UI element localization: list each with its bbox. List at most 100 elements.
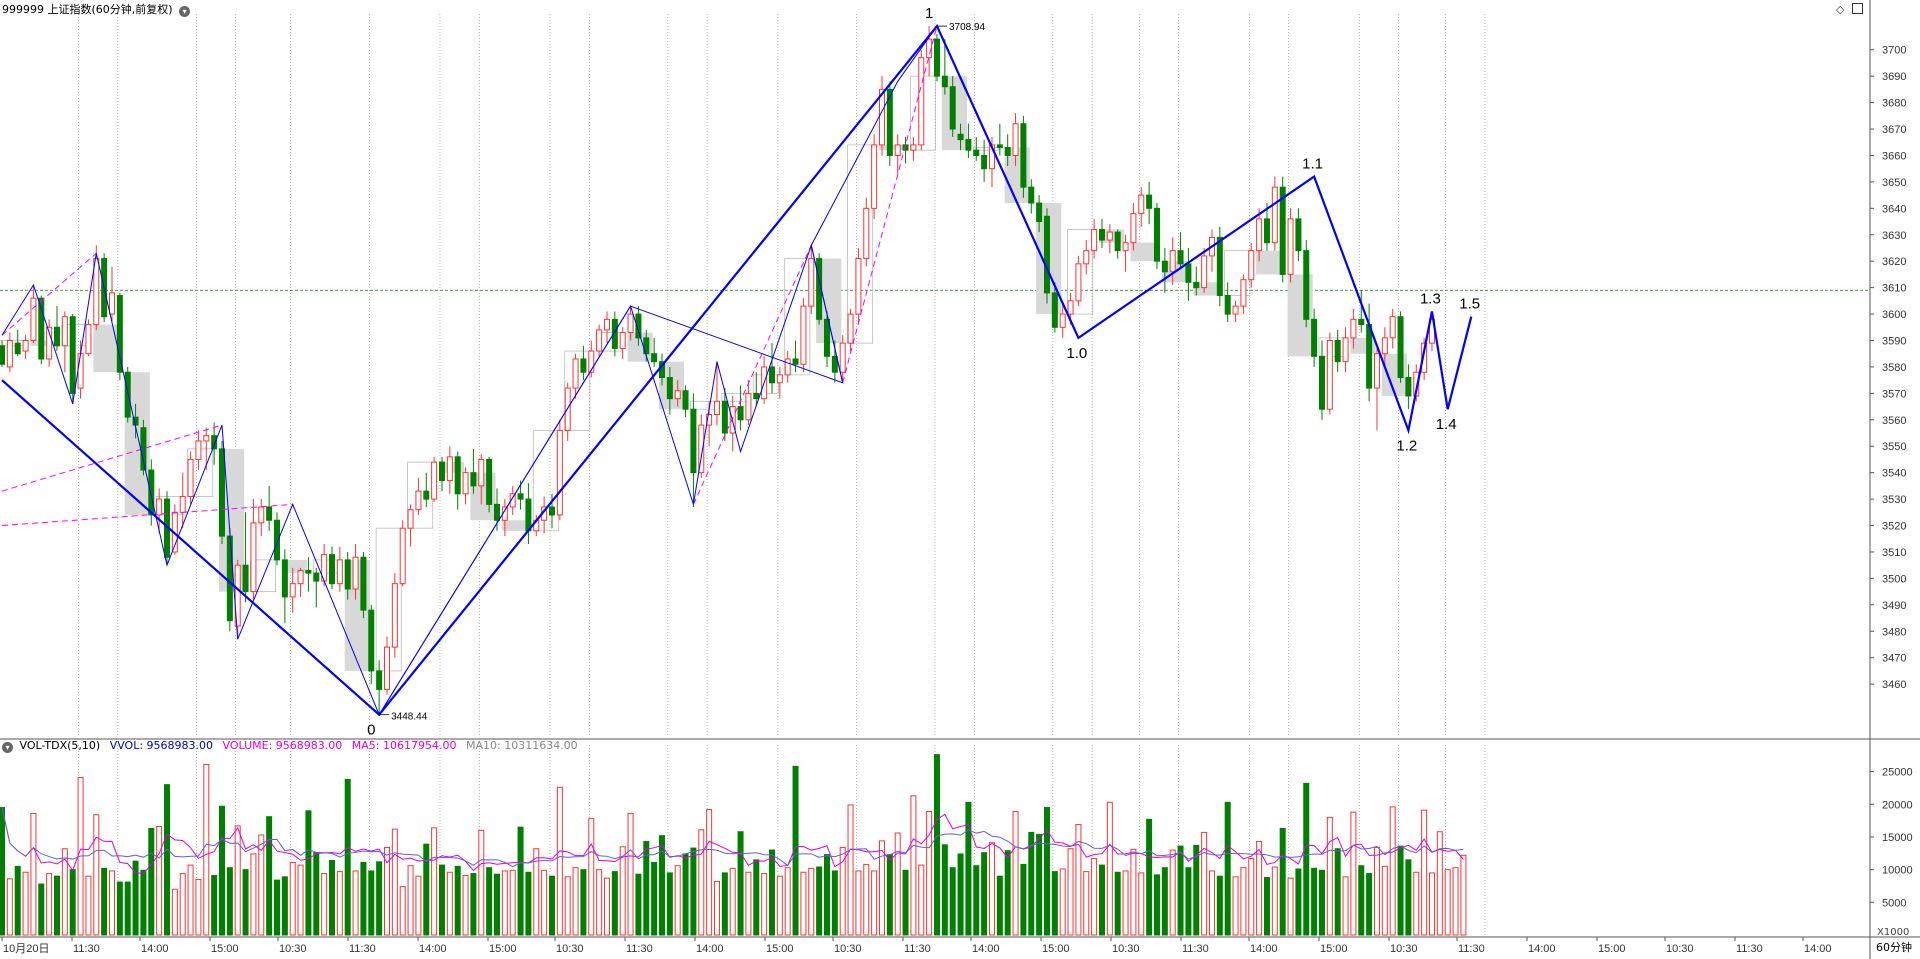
volume-bar <box>1421 809 1428 936</box>
volume-bar <box>1177 845 1184 936</box>
candle-body <box>548 506 555 516</box>
candle <box>1271 176 1278 251</box>
candle-body <box>258 506 265 524</box>
volume-bar <box>101 867 108 936</box>
candle-body <box>1279 186 1286 275</box>
volume-bar <box>776 875 783 936</box>
candle <box>156 488 163 534</box>
candle-body <box>572 358 579 389</box>
volume-bar <box>187 864 194 936</box>
volume-bar <box>1067 848 1074 936</box>
candle-body <box>831 355 838 373</box>
volume-bar <box>643 841 650 936</box>
candle-body <box>179 495 186 513</box>
candle-body <box>651 353 658 363</box>
volume-bar <box>1326 816 1333 936</box>
candle-body <box>1271 186 1278 244</box>
candle-body <box>1153 207 1160 262</box>
candle-body <box>486 458 493 505</box>
candle-body <box>635 313 642 339</box>
candle-body <box>195 440 202 460</box>
volume-bar <box>156 826 163 936</box>
price-tick-label: 3610 <box>1882 283 1906 295</box>
volume-bar <box>886 854 893 936</box>
candle-body <box>1421 342 1428 373</box>
candle-body <box>863 207 870 260</box>
volume-bar <box>596 869 603 936</box>
ma10-line <box>1 807 1464 868</box>
candle <box>391 573 398 658</box>
candle-body <box>1373 353 1380 389</box>
price-tick-label: 3510 <box>1882 547 1906 559</box>
volume-bar <box>1232 876 1239 936</box>
candle-body <box>454 456 461 495</box>
candle <box>344 551 351 600</box>
candle-body <box>1303 250 1310 320</box>
candle <box>1248 242 1255 288</box>
candles <box>0 26 1435 715</box>
time-tick-label: 14:00 <box>1250 943 1278 955</box>
volume-bars <box>0 754 1467 936</box>
candle <box>1169 237 1176 285</box>
period-label[interactable]: 60分钟 <box>1876 941 1912 954</box>
candle <box>753 372 760 407</box>
wave-main-line <box>1 24 1473 717</box>
volume-bar <box>1263 876 1270 936</box>
candle <box>1083 240 1090 275</box>
volume-bar <box>1224 801 1231 936</box>
restore-icon[interactable] <box>1851 3 1863 14</box>
candle <box>116 292 123 381</box>
volume-dropdown-icon[interactable]: ▾ <box>2 742 13 753</box>
candle-body <box>1091 228 1098 252</box>
candle <box>1389 308 1396 349</box>
candle-body <box>218 448 225 537</box>
candle <box>572 353 579 399</box>
candle <box>1373 345 1380 431</box>
candle <box>454 451 461 510</box>
volume-bar <box>902 869 909 936</box>
volume-bar <box>1311 867 1318 936</box>
price-tick-label: 3460 <box>1882 679 1906 691</box>
volume-bar <box>46 873 53 936</box>
volume-bar <box>525 871 532 936</box>
volume-bar <box>1169 849 1176 936</box>
candle <box>1201 247 1208 293</box>
candle <box>1421 337 1428 381</box>
volume-bar <box>635 873 642 936</box>
price-tick-label: 3520 <box>1882 521 1906 533</box>
candle-body <box>517 493 524 500</box>
candle-body <box>1036 202 1043 223</box>
extreme-value-label: 3708.94 <box>949 22 986 33</box>
candle <box>863 197 870 267</box>
volume-bar <box>556 786 563 936</box>
candle-body <box>446 456 453 482</box>
diamond-icon[interactable]: ◇ <box>1836 3 1845 16</box>
candle-body <box>1138 194 1145 215</box>
volume-bar <box>611 871 618 936</box>
candle-body <box>281 559 288 598</box>
candle-body <box>1397 316 1404 379</box>
candle-body <box>1318 355 1325 410</box>
candle-body <box>682 390 689 410</box>
volume-bar <box>651 861 658 936</box>
volume-bar <box>1240 867 1247 936</box>
segment-box <box>784 258 811 376</box>
candle <box>258 499 265 537</box>
candle <box>1208 229 1215 272</box>
candle <box>541 496 548 534</box>
price-tick-label: 3500 <box>1882 573 1906 585</box>
candle <box>14 329 21 357</box>
volume-tick-label: 15000 <box>1882 832 1913 844</box>
candle <box>305 557 312 592</box>
wave-label: 1.1 <box>1302 156 1323 173</box>
candle-body <box>1067 300 1074 315</box>
volume-bar <box>305 810 312 936</box>
volume-bar <box>438 864 445 936</box>
volume-bar <box>878 840 885 936</box>
candle-body <box>1106 231 1113 241</box>
candle <box>1130 203 1137 251</box>
candle-body <box>918 57 925 146</box>
candle <box>839 335 846 381</box>
title-dropdown-icon[interactable]: ▾ <box>179 6 191 17</box>
